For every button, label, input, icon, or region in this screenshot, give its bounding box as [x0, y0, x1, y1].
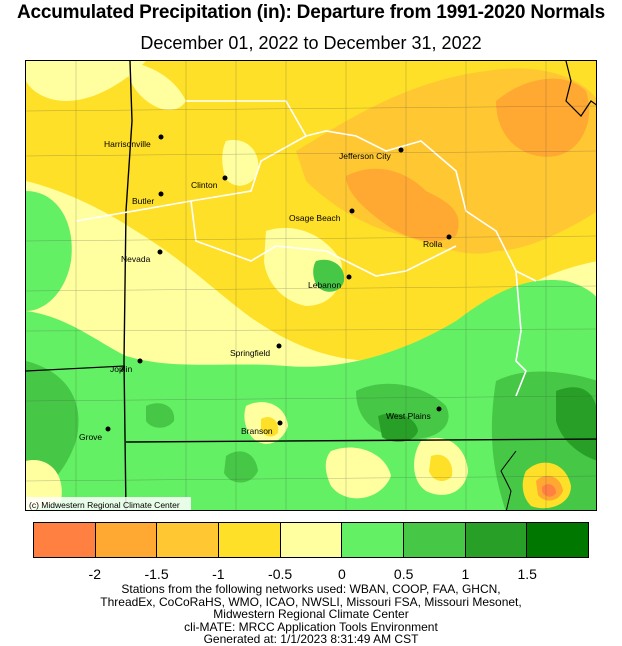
city-dot: [346, 274, 352, 280]
legend-ticks: -2 -1.5 -1 -0.5 0 0.5 1 1.5: [0, 566, 622, 584]
city-dot: [157, 249, 163, 255]
city-dot: [277, 420, 283, 426]
legend-swatch: [280, 523, 343, 557]
city-dot: [158, 134, 164, 140]
city-label-jefferson-city: Jefferson City: [339, 151, 392, 161]
city-dot: [105, 426, 111, 432]
city-label-grove: Grove: [79, 432, 102, 442]
city-dot: [349, 208, 355, 214]
legend-swatch: [342, 523, 405, 557]
city-label-butler: Butler: [132, 196, 154, 206]
precipitation-map: Harrisonville Jefferson City Clinton But…: [25, 60, 597, 511]
city-label-branson: Branson: [241, 426, 273, 436]
legend-swatch: [404, 523, 466, 557]
legend-swatch: [465, 523, 528, 557]
legend-tick-label: -1.5: [144, 566, 169, 582]
footer-notes: Stations from the following networks use…: [0, 583, 622, 646]
footer-line: Midwestern Regional Climate Center: [213, 607, 409, 621]
legend-swatch: [219, 523, 281, 557]
map-title: Accumulated Precipitation (in): Departur…: [17, 2, 605, 23]
credit-label: (c) Midwestern Regional Climate Center: [29, 500, 180, 510]
date-range-subtitle: December 01, 2022 to December 31, 2022: [140, 33, 482, 53]
legend-tick-label: 0: [337, 566, 346, 582]
legend-tick-label: -1: [212, 566, 225, 582]
footer-line: cli-MATE: MRCC Application Tools Environ…: [184, 619, 438, 634]
legend-tick-label: 1: [461, 566, 470, 582]
city-dot: [446, 234, 452, 240]
legend-swatch: [34, 523, 96, 557]
city-dot: [276, 343, 282, 349]
city-label-harrisonville: Harrisonville: [104, 139, 151, 149]
legend-tick-label: -2: [88, 566, 101, 582]
city-dot: [398, 147, 404, 153]
city-dot: [222, 175, 228, 181]
city-label-joplin: Joplin: [110, 364, 132, 374]
legend-tick-label: 1.5: [517, 566, 537, 582]
color-legend: [33, 522, 589, 558]
legend-tick-label: 0.5: [393, 566, 414, 582]
legend-swatch: [157, 523, 220, 557]
city-dot: [158, 191, 164, 197]
city-label-rolla: Rolla: [423, 239, 443, 249]
footer-line: Stations from the following networks use…: [121, 582, 501, 596]
footer-line: ThreadEx, CoCoRaHS, WMO, ICAO, NWSLI, Mi…: [100, 594, 522, 609]
city-dot: [436, 406, 442, 412]
map-canvas: Harrisonville Jefferson City Clinton But…: [26, 61, 596, 510]
city-label-west-plains: West Plains: [386, 411, 431, 421]
legend-swatch: [527, 523, 589, 557]
legend-tick-label: -0.5: [268, 566, 293, 582]
footer-line: Generated at: 1/1/2023 8:31:49 AM CST: [203, 632, 419, 646]
legend-swatch: [95, 523, 158, 557]
city-label-clinton: Clinton: [191, 180, 218, 190]
city-dot: [137, 358, 143, 364]
city-label-osage-beach: Osage Beach: [289, 213, 341, 223]
city-label-lebanon: Lebanon: [308, 280, 341, 290]
city-label-nevada: Nevada: [121, 254, 151, 264]
city-label-springfield: Springfield: [230, 348, 270, 358]
